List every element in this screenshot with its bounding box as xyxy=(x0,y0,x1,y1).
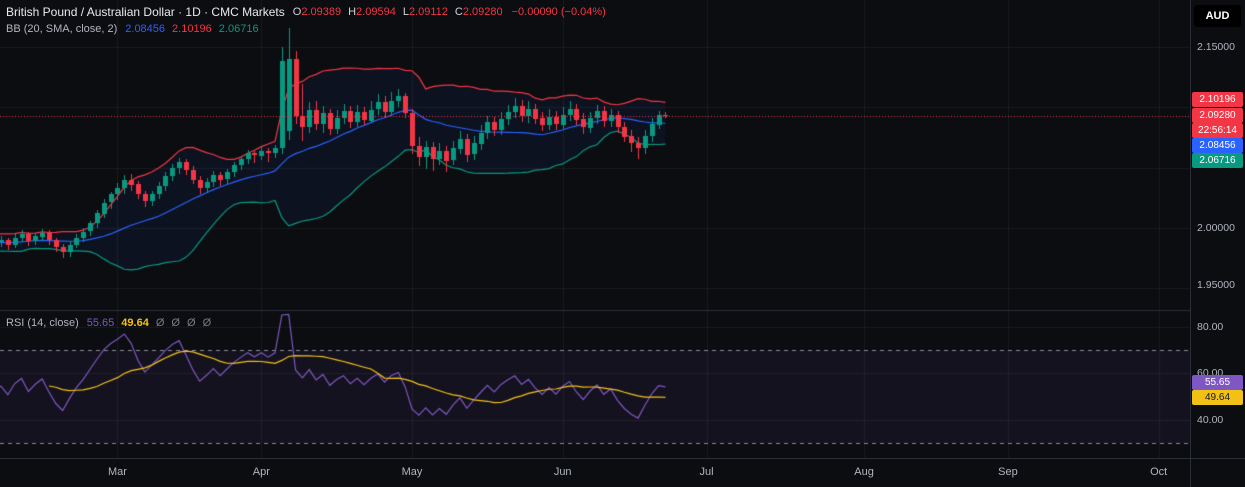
last-price-badge: 2.09280 xyxy=(1192,108,1243,123)
month-label: Oct xyxy=(1150,466,1168,478)
price-change: −0.00090 (−0.04%) xyxy=(511,5,606,18)
month-label: May xyxy=(401,466,423,478)
rsi-legend-row: RSI (14, close) 55.65 49.64 Ø Ø Ø Ø xyxy=(6,314,220,331)
ohlc-high: H 2.09594 xyxy=(348,6,396,18)
price-axis[interactable]: 2.15000 2.00000 1.95000 80.00 60.00 40.00 2.10… xyxy=(1190,0,1245,458)
open-value: 2.09389 xyxy=(301,5,342,18)
month-label: Jun xyxy=(553,466,572,478)
symbol-title[interactable]: British Pound / Australian Dollar · 1D ·… xyxy=(6,4,285,19)
rsi-legend: RSI (14, close) 55.65 49.64 Ø Ø Ø Ø xyxy=(6,314,220,331)
bb-basis-price-badge: 2.08456 xyxy=(1192,138,1243,153)
bb-lower-price-badge: 2.06716 xyxy=(1192,153,1243,168)
bb-upper-price-badge: 2.10196 xyxy=(1192,92,1243,107)
rsi-indicator-label[interactable]: RSI (14, close) xyxy=(6,316,79,329)
ohlc-close: C 2.09280 xyxy=(455,6,503,18)
symbol-legend: British Pound / Australian Dollar · 1D ·… xyxy=(6,3,606,37)
month-label: Aug xyxy=(854,466,874,478)
bb-upper-value: 2.10196 xyxy=(172,22,212,35)
low-value: 2.09112 xyxy=(408,5,448,18)
axis-corner xyxy=(1190,458,1245,487)
bb-basis-value: 2.08456 xyxy=(125,22,166,35)
rsi-ma-badge: 49.64 xyxy=(1192,390,1243,405)
symbol-legend-row: British Pound / Australian Dollar · 1D ·… xyxy=(6,3,606,20)
close-value: 2.09280 xyxy=(462,5,503,18)
ohlc-low: L 2.09112 xyxy=(403,6,448,18)
month-label: Apr xyxy=(252,466,270,478)
price-chart-canvas[interactable] xyxy=(0,0,1190,458)
rsi-value: 55.65 xyxy=(86,316,115,329)
month-label: Sep xyxy=(998,466,1018,478)
low-label: L xyxy=(402,5,409,18)
axis-label: 2.15000 xyxy=(1197,41,1235,53)
rsi-hidden-values: Ø Ø Ø Ø xyxy=(155,316,214,329)
open-label: O xyxy=(292,5,302,18)
high-value: 2.09594 xyxy=(356,5,396,18)
bb-legend-row: BB (20, SMA, close, 2) 2.08456 2.10196 2… xyxy=(6,20,606,37)
bb-lower-value: 2.06716 xyxy=(218,22,259,35)
month-label: Jul xyxy=(699,466,714,478)
axis-label: 2.00000 xyxy=(1197,222,1235,234)
currency-button[interactable]: AUD xyxy=(1194,5,1241,27)
axis-label: 80.00 xyxy=(1197,321,1224,333)
high-label: H xyxy=(348,5,357,18)
time-axis[interactable]: Mar Apr May Jun Jul Aug Sep Oct xyxy=(0,458,1190,487)
rsi-value-badge: 55.65 xyxy=(1192,375,1243,390)
ohlc-open: O 2.09389 xyxy=(293,6,341,18)
rsi-ma-value: 49.64 xyxy=(121,316,149,329)
axis-label: 40.00 xyxy=(1197,414,1224,426)
close-label: C xyxy=(454,5,463,18)
month-label: Mar xyxy=(107,466,127,478)
axis-label: 1.95000 xyxy=(1197,279,1235,291)
countdown-badge: 22:56:14 xyxy=(1192,123,1243,138)
bb-indicator-label[interactable]: BB (20, SMA, close, 2) xyxy=(6,22,118,35)
